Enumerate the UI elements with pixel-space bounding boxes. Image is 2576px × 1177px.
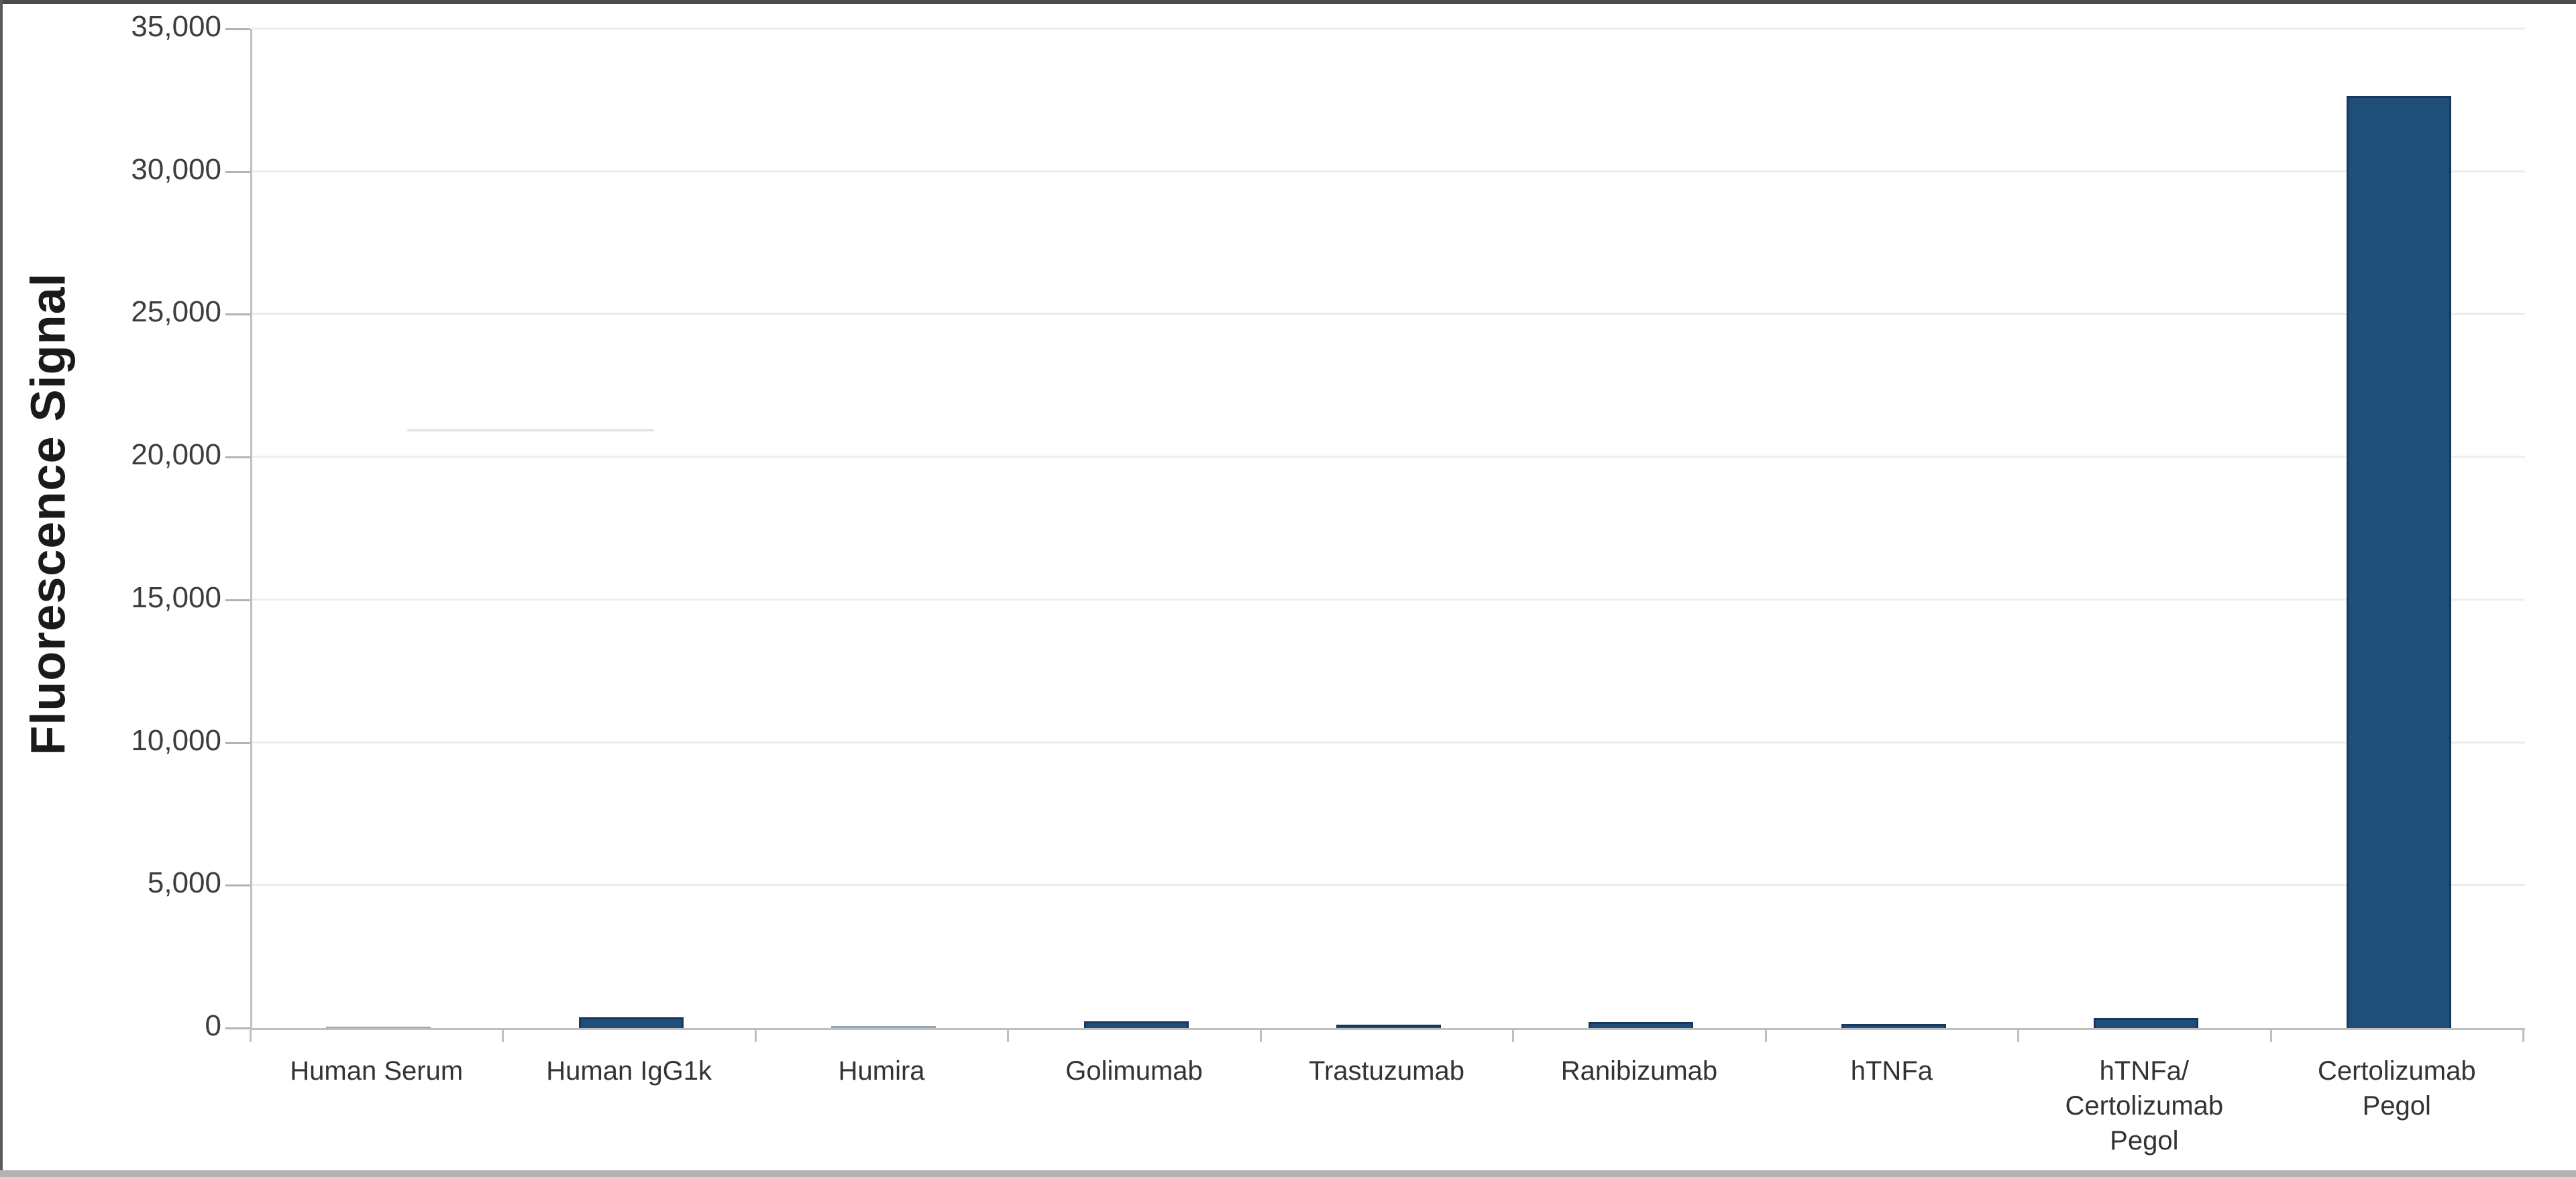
image-left-border: [0, 0, 3, 1177]
y-axis-tick: [225, 28, 250, 30]
category-label: Human IgG1k: [546, 1056, 712, 1086]
bar: [578, 1017, 684, 1028]
y-axis-tick: [225, 456, 250, 459]
category-label: Human Serum: [290, 1056, 464, 1086]
gridline: [252, 741, 2525, 744]
x-axis-tick: [2522, 1030, 2524, 1042]
image-bottom-border: [0, 1170, 2576, 1177]
x-axis-tick: [1764, 1030, 1767, 1042]
bar: [2094, 1018, 2199, 1028]
image-top-border: [0, 0, 2576, 4]
y-axis-tick-label: 15,000: [131, 580, 221, 614]
bar: [1083, 1021, 1189, 1028]
category-label: Humira: [838, 1056, 925, 1086]
category-label: Ranibizumab: [1560, 1056, 1718, 1086]
y-axis-tick: [225, 884, 250, 887]
faint-artifact-line: [407, 428, 654, 431]
bar: [1841, 1024, 1946, 1028]
x-axis-tick: [1007, 1030, 1010, 1042]
bar: [1336, 1025, 1441, 1028]
y-axis-tick: [225, 170, 250, 173]
x-axis-tick: [2269, 1030, 2272, 1042]
x-axis-tick: [1512, 1030, 1515, 1042]
bar: [326, 1027, 431, 1028]
x-axis-tick: [1259, 1030, 1262, 1042]
y-axis-tick-label: 20,000: [131, 438, 221, 472]
bar: [2346, 96, 2451, 1028]
y-axis-tick: [225, 741, 250, 744]
gridline: [252, 598, 2525, 601]
y-axis-tick-label: 5,000: [147, 866, 221, 900]
category-label: hTNFa/ Certolizumab Pegol: [2065, 1056, 2224, 1156]
category-label: Trastuzumab: [1309, 1056, 1464, 1086]
y-axis-tick: [225, 1027, 250, 1029]
x-axis-tick: [2017, 1030, 2020, 1042]
y-axis-tick-label: 35,000: [131, 10, 221, 43]
bar: [831, 1026, 936, 1028]
category-label: Certolizumab Pegol: [2317, 1056, 2476, 1121]
gridline: [252, 884, 2525, 886]
y-axis-tick: [225, 313, 250, 316]
category-label: hTNFa: [1850, 1056, 1933, 1086]
gridline: [252, 313, 2525, 315]
plot-area: [250, 28, 2525, 1030]
gridline: [252, 28, 2525, 30]
y-axis-tick-label: 10,000: [131, 723, 221, 757]
y-axis-tick: [225, 599, 250, 601]
bar: [1589, 1022, 1694, 1028]
x-axis-tick: [502, 1030, 504, 1042]
y-axis-tick-label: 0: [205, 1009, 221, 1042]
y-axis-tick-label: 30,000: [131, 152, 221, 186]
y-axis-tick-label: 25,000: [131, 295, 221, 329]
gridline: [252, 456, 2525, 458]
x-axis-tick: [754, 1030, 757, 1042]
gridline: [252, 170, 2525, 172]
category-label: Golimumab: [1065, 1056, 1203, 1086]
y-axis-title-text: Fluorescence Signal: [22, 272, 76, 756]
x-axis-tick: [250, 1030, 252, 1042]
